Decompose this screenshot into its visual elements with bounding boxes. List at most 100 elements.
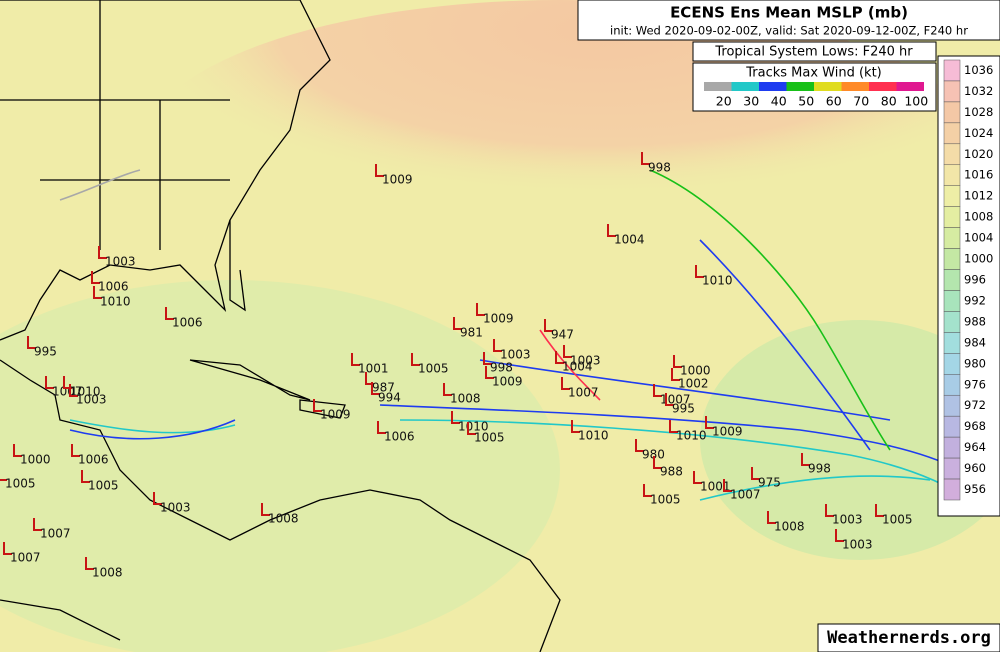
colorbar: 1036 1032 1028 1024 1020 1016 1012 1008 1004 1000…	[943, 59, 993, 501]
low-pressure-label: 1003	[832, 513, 863, 527]
low-marker	[85, 557, 94, 570]
low-marker	[563, 345, 572, 358]
wind-swatch	[731, 82, 759, 91]
colorbar-label: 1024	[964, 126, 993, 140]
wind-swatch	[841, 82, 869, 91]
low-marker	[377, 421, 386, 434]
low-pressure-label: 1009	[382, 173, 413, 187]
low-marker	[493, 339, 502, 352]
colorbar-label: 1016	[964, 168, 993, 182]
low-marker	[375, 164, 384, 177]
subtitle: init: Wed 2020-09-02-00Z, valid: Sat 202…	[610, 24, 968, 38]
low-marker	[653, 384, 662, 397]
low-pressure-label: 1003	[500, 348, 531, 362]
wind-swatch	[704, 82, 732, 91]
colorbar-label: 976	[964, 377, 986, 391]
colorbar-swatch	[943, 415, 961, 438]
wind-label: 30	[743, 94, 759, 109]
wind-label: 70	[853, 94, 869, 109]
low-marker	[71, 444, 80, 457]
low-pressure-label: 981	[460, 326, 483, 340]
low-pressure-label: 1010	[578, 429, 609, 443]
wind-swatch	[869, 82, 897, 91]
low-pressure-label: 1007	[568, 386, 599, 400]
low-pressure-label: 1003	[105, 255, 136, 269]
low-marker	[835, 529, 844, 542]
low-pressure-label: 1007	[660, 393, 691, 407]
low-pressure-label: 1000	[20, 453, 51, 467]
low-marker	[3, 542, 12, 555]
low-marker	[673, 355, 682, 368]
low-pressure-label: 1005	[474, 431, 505, 445]
colorbar-swatch	[943, 332, 961, 354]
colorbar-label: 972	[964, 398, 986, 412]
colorbar-label: 1008	[964, 210, 993, 224]
wind-label: 80	[881, 94, 897, 109]
low-marker	[27, 336, 36, 349]
low-marker	[351, 353, 360, 366]
low-pressure-label: 995	[34, 345, 57, 359]
wind-label: 60	[826, 94, 842, 109]
low-marker	[635, 439, 644, 452]
tracks-title: Tracks Max Wind (kt)	[745, 66, 882, 81]
low-pressure-label: 1004	[614, 233, 645, 247]
low-pressure-label: 1010	[458, 420, 489, 434]
colorbar-swatch	[943, 143, 961, 166]
low-pressure-label: 998	[490, 361, 513, 375]
low-pressure-label: 1005	[88, 479, 119, 493]
wind-swatch	[786, 82, 814, 91]
wind-label: 50	[798, 94, 814, 109]
colorbar-swatch	[943, 101, 961, 124]
colorbar-swatch	[943, 353, 961, 375]
low-marker	[485, 366, 494, 379]
low-marker	[607, 224, 616, 237]
lows-panel	[692, 41, 937, 62]
low-pressure-label: 988	[660, 465, 683, 479]
low-marker	[671, 368, 680, 381]
colorbar-swatch	[943, 59, 961, 82]
low-marker	[571, 420, 580, 433]
low-marker	[875, 504, 884, 517]
colorbar-label: 968	[964, 419, 986, 433]
low-marker	[98, 246, 107, 259]
colorbar-label: 956	[964, 482, 986, 496]
low-pressure-label: 1003	[76, 393, 107, 407]
low-pressure-label: 1010	[100, 295, 131, 309]
low-marker	[705, 416, 714, 429]
colorbar-label: 1036	[964, 63, 993, 77]
low-pressure-label: 1010	[676, 429, 707, 443]
low-pressure-label: 980	[642, 448, 665, 462]
colorbar-label: 996	[964, 273, 986, 287]
colorbar-swatch	[943, 80, 961, 103]
low-marker	[33, 518, 42, 531]
low-marker	[45, 376, 54, 389]
low-marker	[476, 303, 485, 316]
low-marker	[669, 420, 678, 433]
low-marker	[453, 317, 462, 330]
title: ECENS Ens Mean MSLP (mb)	[670, 4, 908, 22]
low-pressure-label: 1008	[774, 520, 805, 534]
low-pressure-label: 1008	[450, 392, 481, 406]
low-pressure-label: 947	[551, 328, 574, 342]
colorbar-swatch	[943, 311, 961, 333]
title-box: ECENS Ens Mean MSLP (mb) init: Wed 2020-…	[577, 0, 1000, 41]
colorbar-label: 1000	[964, 252, 993, 266]
colorbar-label: 988	[964, 314, 986, 328]
low-marker	[693, 471, 702, 484]
colorbar-swatch	[943, 269, 961, 291]
low-marker	[555, 351, 564, 364]
low-pressure-label: 1005	[5, 477, 36, 491]
colorbar-label: 1004	[964, 231, 993, 245]
colorbar-swatch	[943, 290, 961, 312]
low-marker	[313, 399, 322, 412]
low-marker	[153, 492, 162, 505]
low-pressure-label: 1006	[384, 430, 415, 444]
low-marker	[483, 352, 492, 365]
low-marker	[451, 411, 460, 424]
low-pressure-label: 1003	[570, 354, 601, 368]
low-pressure-label: 975	[758, 476, 781, 490]
low-pressure-label: 998	[648, 161, 671, 175]
low-marker	[641, 152, 650, 165]
low-pressure-label: 1005	[882, 513, 913, 527]
low-marker	[767, 511, 776, 524]
